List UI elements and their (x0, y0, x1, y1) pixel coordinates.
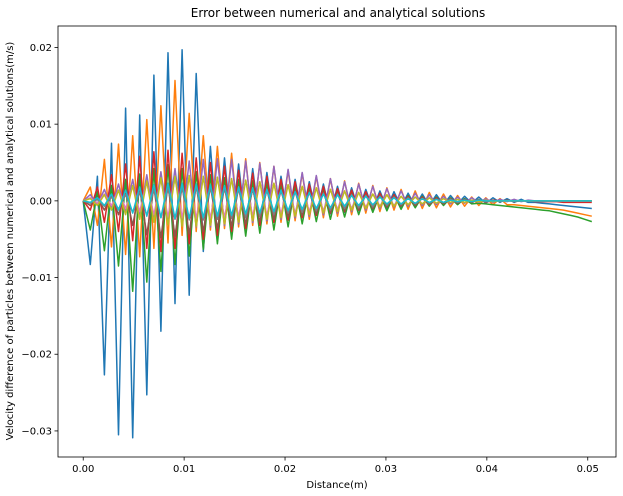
y-axis-label: Velocity difference of particles between… (5, 42, 16, 441)
x-tick-label: 0.05 (577, 464, 599, 475)
series-line-10 (83, 182, 592, 220)
series-line-2 (82, 79, 592, 258)
y-tick-label: −0.03 (21, 426, 52, 437)
x-tick-label: 0.03 (375, 464, 397, 475)
y-tick-label: 0.00 (30, 196, 52, 207)
y-tick-label: 0.01 (30, 120, 52, 131)
y-tick-label: −0.01 (21, 273, 52, 284)
chart-title: Error between numerical and analytical s… (191, 6, 485, 20)
y-axis: −0.03 −0.02 −0.01 0.00 0.01 0.02 (21, 43, 58, 437)
x-axis: 0.00 0.01 0.02 0.03 0.04 0.05 (72, 457, 599, 475)
series-line-1 (82, 49, 592, 439)
x-axis-label: Distance(m) (306, 480, 367, 491)
x-tick-label: 0.02 (274, 464, 296, 475)
plot-frame (57, 25, 617, 458)
x-tick-label: 0.00 (72, 464, 94, 475)
y-tick-label: −0.02 (21, 350, 52, 361)
y-tick-label: 0.02 (30, 43, 52, 54)
x-tick-label: 0.01 (173, 464, 195, 475)
plot-area (58, 26, 616, 457)
x-tick-label: 0.04 (476, 464, 498, 475)
series-group (82, 49, 593, 439)
